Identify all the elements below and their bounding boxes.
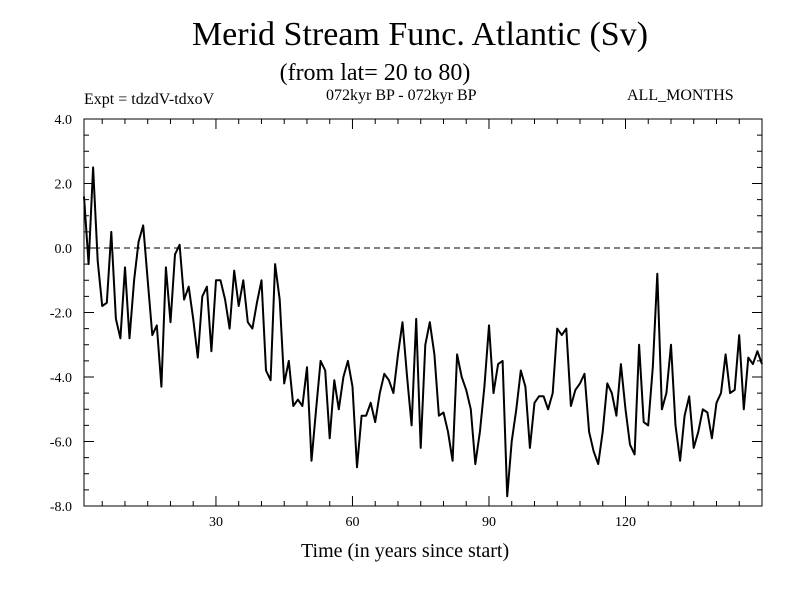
x-tick-label: 60 (345, 515, 359, 530)
y-tick-label: -6.0 (50, 436, 72, 451)
series-line (83, 166, 763, 498)
x-tick-label: 90 (482, 515, 496, 530)
y-tick-label: -8.0 (50, 500, 72, 515)
x-axis-label: Time (in years since start) (301, 540, 510, 562)
tick-labels: 30 60 90 120 -8.0 -6.0 -4.0 -2.0 0.0 2.0 4.0 (50, 113, 636, 530)
x-tick-label: 30 (209, 515, 223, 530)
y-tick-label: -4.0 (50, 371, 72, 386)
chart-subtitle: (from lat= 20 to 80) (279, 60, 471, 86)
months-label: ALL_MONTHS (627, 87, 734, 104)
plot-frame (83, 118, 763, 507)
period-label: 072kyr BP - 072kyr BP (326, 87, 477, 104)
chart-title: Merid Stream Func. Atlantic (Sv) (191, 16, 649, 53)
y-tick-label: 2.0 (55, 178, 73, 193)
y-tick-label: 0.0 (55, 242, 73, 257)
y-tick-label: 4.0 (55, 113, 73, 128)
y-tick-label: -2.0 (50, 307, 72, 322)
experiment-label: Expt = tdzdV-tdxoV (84, 91, 215, 108)
tick-marks (84, 118, 763, 507)
x-tick-label: 120 (615, 515, 636, 530)
